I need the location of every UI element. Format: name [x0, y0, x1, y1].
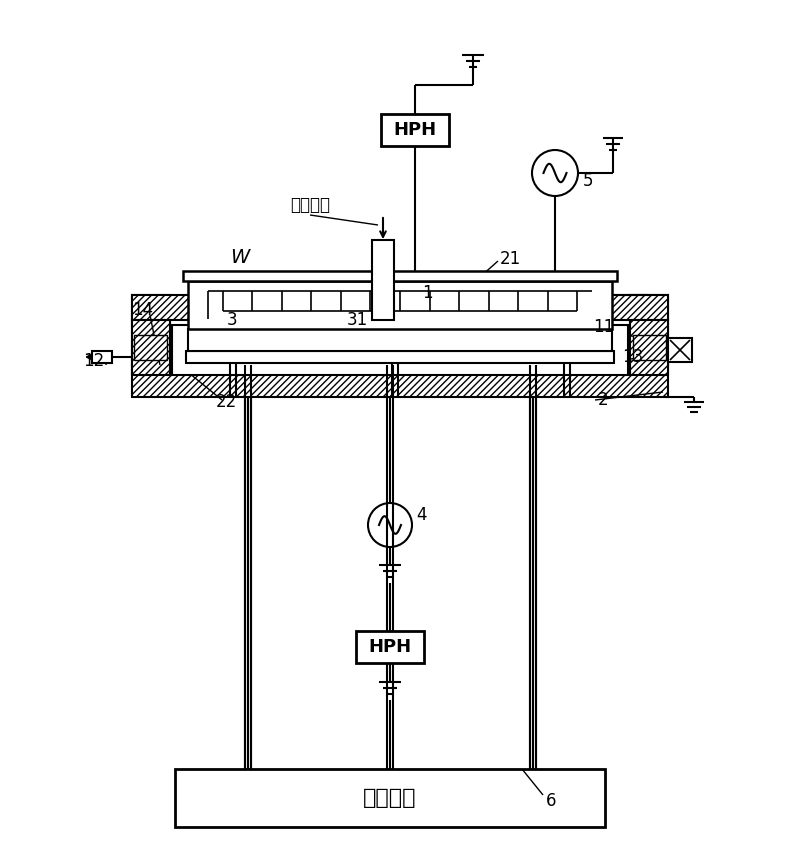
Text: HPH: HPH	[394, 121, 437, 139]
Bar	[132, 295, 170, 365]
Bar	[132, 320, 170, 375]
Bar	[170, 365, 630, 375]
Text: 1: 1	[422, 284, 433, 302]
Text: 2: 2	[598, 391, 609, 409]
Text: 31: 31	[347, 311, 368, 329]
Text: 13: 13	[622, 348, 643, 366]
Bar	[381, 114, 449, 146]
Bar	[188, 329, 612, 351]
Bar	[630, 295, 668, 365]
Text: 4: 4	[416, 506, 426, 524]
Text: 21: 21	[500, 250, 522, 268]
Text: 11: 11	[593, 318, 614, 336]
Bar	[132, 365, 668, 397]
Bar	[630, 320, 668, 375]
Text: 调温装置: 调温装置	[363, 788, 417, 808]
Text: 3: 3	[226, 311, 237, 329]
Text: 12: 12	[82, 352, 104, 370]
Bar	[172, 325, 628, 375]
Bar	[668, 338, 692, 362]
Bar	[356, 631, 424, 663]
Bar	[372, 240, 394, 320]
Bar	[633, 335, 666, 360]
Bar	[92, 351, 112, 363]
Text: 6: 6	[546, 792, 557, 810]
Text: 14: 14	[132, 301, 153, 319]
Bar	[132, 295, 668, 320]
Bar	[188, 281, 612, 329]
Bar	[175, 769, 605, 827]
Text: 5: 5	[583, 172, 594, 190]
Bar	[134, 335, 167, 360]
Text: 处理气体: 处理气体	[290, 196, 330, 214]
Text: HPH: HPH	[369, 638, 411, 656]
Bar	[186, 351, 614, 363]
Text: W: W	[230, 247, 250, 266]
Text: 22: 22	[216, 393, 238, 411]
Bar	[183, 271, 617, 281]
